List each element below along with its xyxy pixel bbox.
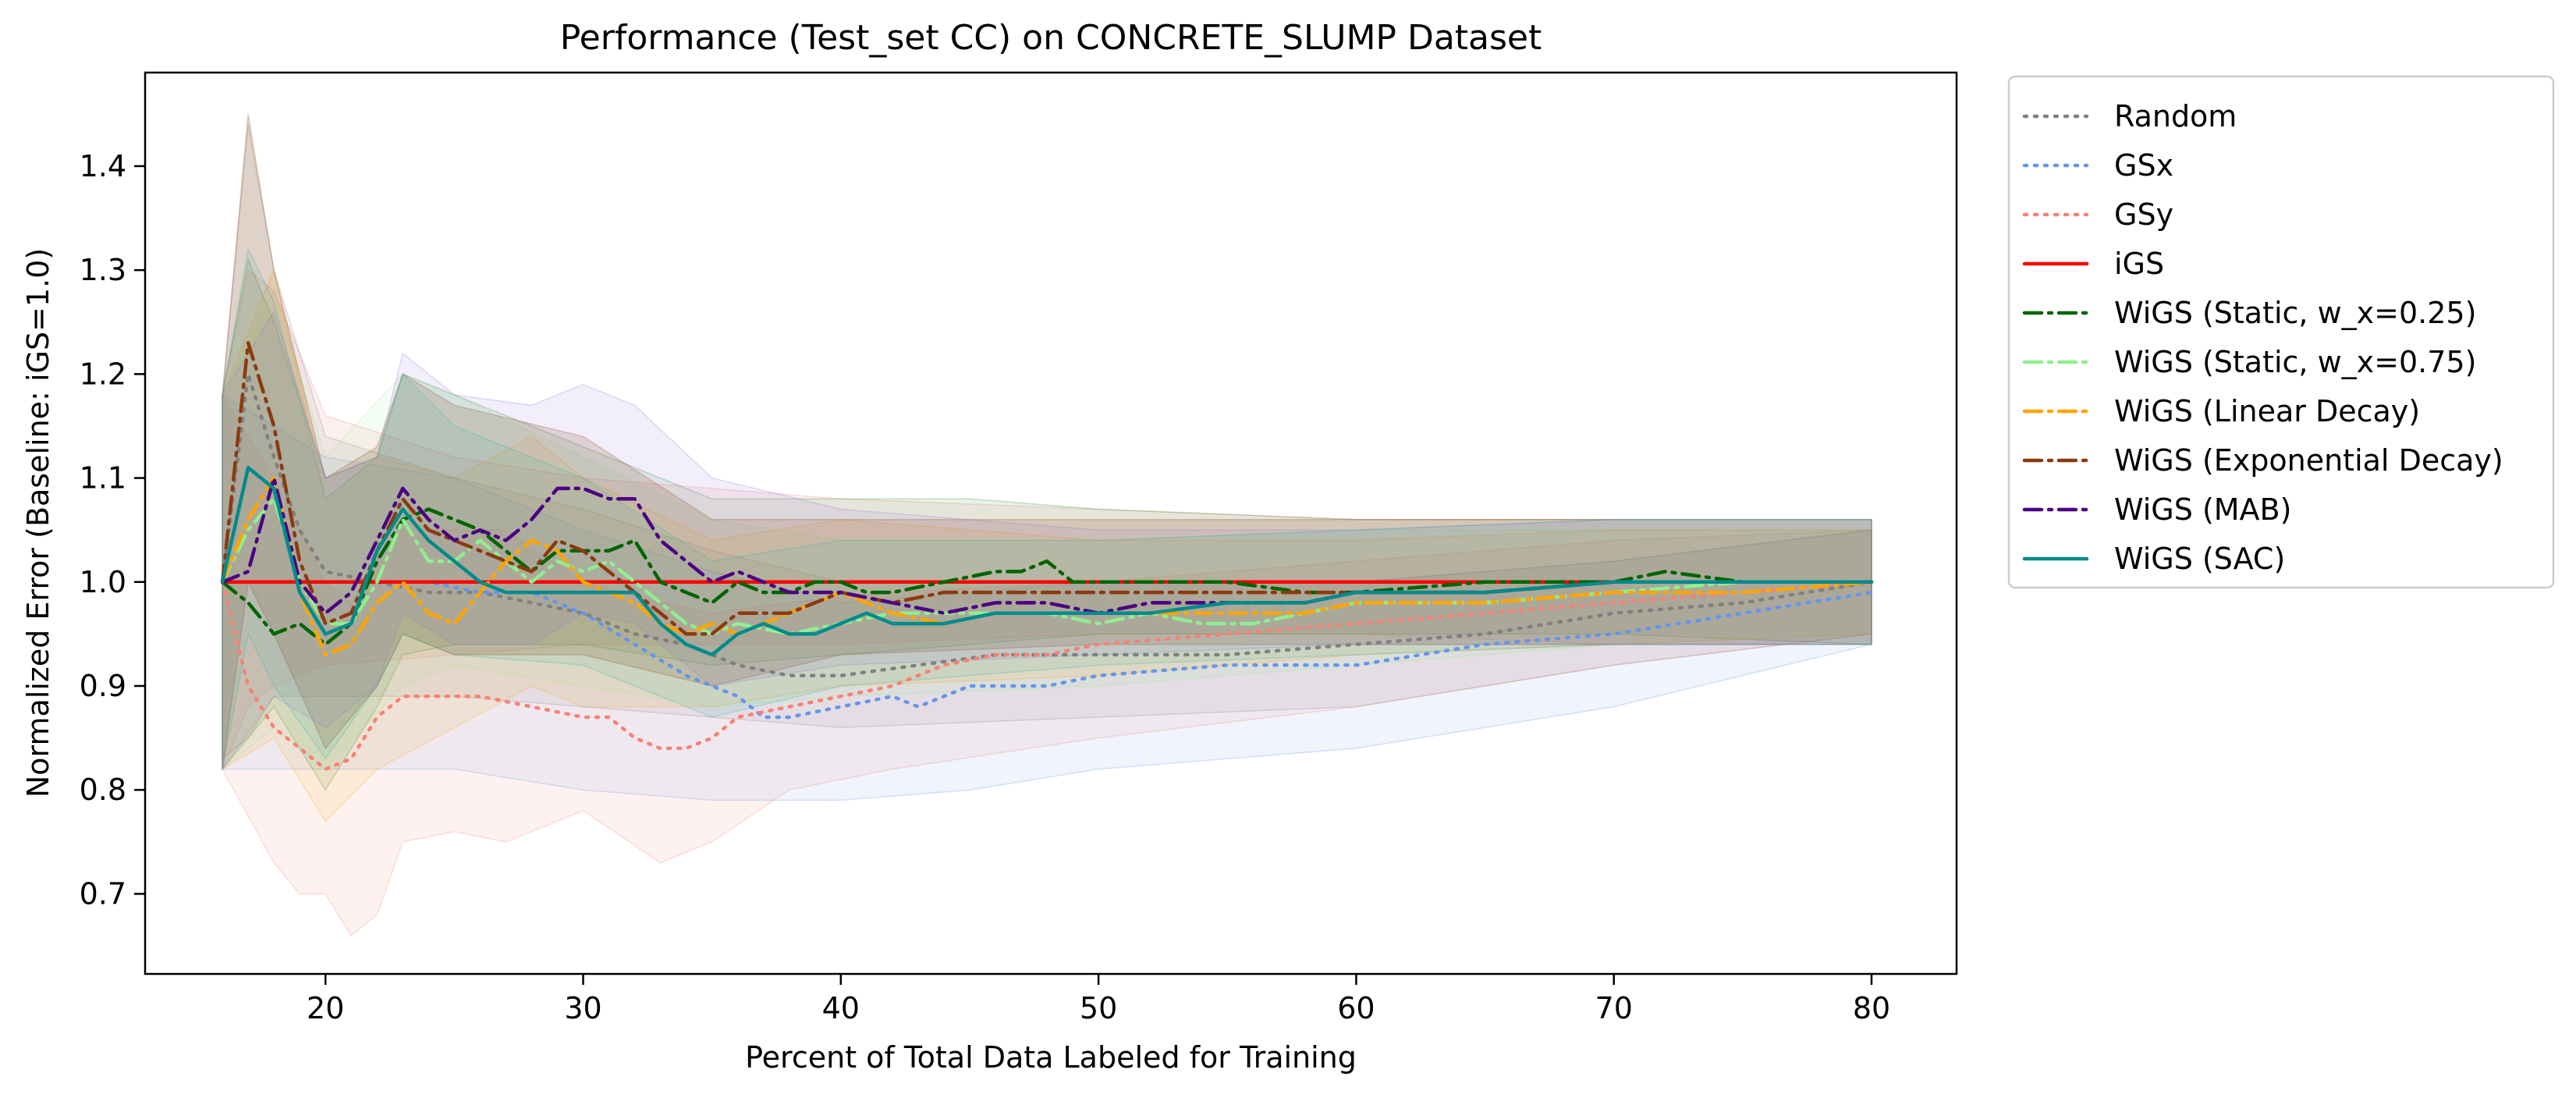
y-tick-label: 0.7 bbox=[80, 876, 126, 911]
y-tick-label: 1.0 bbox=[80, 565, 126, 599]
band-wigs-mab bbox=[222, 310, 1872, 771]
series-line-gsy bbox=[220, 580, 1874, 771]
legend-label-gsy: GSy bbox=[2114, 197, 2173, 232]
x-axis-label: Percent of Total Data Labeled for Traini… bbox=[745, 1040, 1357, 1075]
series-line-wigs-static-w-x-0-75 bbox=[220, 496, 1874, 636]
x-tick-label: 70 bbox=[1595, 991, 1633, 1025]
legend-label-wigs-exponential-decay: WiGS (Exponential Decay) bbox=[2114, 443, 2503, 478]
series-lines bbox=[220, 341, 1874, 771]
y-tick-label: 1.4 bbox=[80, 149, 126, 183]
band-wigs-static-w-x-0-25 bbox=[222, 258, 1872, 791]
band-gsy bbox=[222, 393, 1872, 936]
x-axis: 20 30 40 50 60 70 80 bbox=[307, 974, 1890, 1025]
series-line-wigs-sac bbox=[220, 465, 1874, 657]
y-axis-label: Normalized Error (Baseline: iGS=1.0) bbox=[21, 248, 55, 798]
y-tick-label: 0.9 bbox=[80, 669, 126, 703]
legend: Random GSx GSy iGS WiGS (Static, w_x=0.25) Wi… bbox=[2007, 75, 2555, 589]
x-tick-label: 20 bbox=[307, 991, 344, 1025]
legend-label-wigs-mab: WiGS (MAB) bbox=[2114, 492, 2291, 527]
y-axis: 0.7 0.8 0.9 1.0 1.1 1.2 1.3 1.4 bbox=[80, 149, 145, 911]
band-wigs-linear-decay bbox=[222, 268, 1872, 823]
y-tick-label: 1.1 bbox=[80, 461, 126, 496]
confidence-bands bbox=[222, 114, 1872, 936]
band-wigs-exponential-decay bbox=[222, 114, 1872, 769]
y-tick-label: 1.3 bbox=[80, 253, 126, 287]
x-tick-label: 50 bbox=[1080, 991, 1117, 1025]
band-random bbox=[222, 124, 1872, 760]
band-igs bbox=[222, 268, 1872, 769]
band-wigs-sac bbox=[222, 247, 1872, 769]
x-tick-label: 40 bbox=[822, 991, 860, 1025]
x-tick-label: 60 bbox=[1337, 991, 1375, 1025]
legend-label-gsx: GSx bbox=[2114, 148, 2173, 183]
x-tick-label: 80 bbox=[1853, 991, 1890, 1025]
legend-label-random: Random bbox=[2114, 99, 2237, 133]
y-tick-label: 1.2 bbox=[80, 357, 126, 391]
x-tick-label: 30 bbox=[564, 991, 601, 1025]
legend-frame bbox=[2007, 75, 2555, 589]
legend-label-igs: iGS bbox=[2114, 247, 2164, 281]
band-gsx bbox=[222, 393, 1872, 801]
plot-area-frame bbox=[144, 71, 1958, 975]
legend-label-wigs-sac: WiGS (SAC) bbox=[2114, 542, 2285, 576]
legend-label-wigs-linear-decay: WiGS (Linear Decay) bbox=[2114, 394, 2420, 428]
chart-title: Performance (Test_set CC) on CONCRETE_SL… bbox=[560, 18, 1542, 58]
legend-label-wigs-static-w-x-0-75: WiGS (Static, w_x=0.75) bbox=[2114, 345, 2476, 379]
legend-label-wigs-static-w-x-0-25: WiGS (Static, w_x=0.25) bbox=[2114, 296, 2476, 330]
y-tick-label: 0.8 bbox=[80, 773, 126, 807]
